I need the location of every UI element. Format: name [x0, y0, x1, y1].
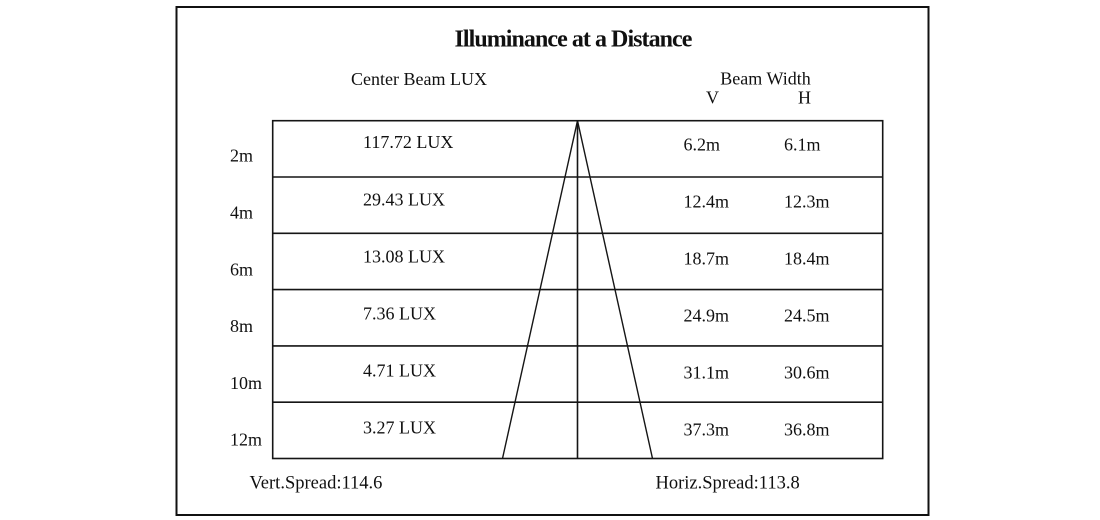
svg-text:8m: 8m [230, 316, 253, 336]
svg-text:24.5m: 24.5m [784, 306, 830, 326]
svg-text:36.8m: 36.8m [784, 420, 830, 440]
svg-text:4.71 LUX: 4.71 LUX [363, 361, 436, 381]
svg-text:2m: 2m [230, 146, 253, 166]
svg-text:Horiz.Spread:113.8: Horiz.Spread:113.8 [656, 474, 800, 494]
svg-text:13.08 LUX: 13.08 LUX [363, 246, 445, 266]
svg-text:6m: 6m [230, 259, 253, 279]
svg-text:H: H [798, 88, 811, 108]
svg-text:6.1m: 6.1m [784, 135, 821, 155]
svg-text:V: V [706, 88, 719, 108]
svg-text:Vert.Spread:114.6: Vert.Spread:114.6 [250, 474, 383, 494]
svg-text:37.3m: 37.3m [684, 420, 730, 440]
svg-text:12.4m: 12.4m [684, 192, 730, 212]
svg-text:6.2m: 6.2m [684, 135, 721, 155]
svg-text:3.27 LUX: 3.27 LUX [363, 418, 436, 438]
svg-text:30.6m: 30.6m [784, 363, 830, 383]
svg-text:12.3m: 12.3m [784, 192, 830, 212]
svg-text:24.9m: 24.9m [684, 306, 730, 326]
svg-text:7.36 LUX: 7.36 LUX [363, 304, 436, 324]
svg-text:31.1m: 31.1m [684, 363, 730, 383]
svg-text:Illuminance at a Distance: Illuminance at a Distance [455, 27, 693, 53]
svg-text:18.7m: 18.7m [684, 249, 730, 269]
svg-text:4m: 4m [230, 203, 253, 223]
svg-text:Beam Width: Beam Width [720, 69, 810, 89]
svg-text:12m: 12m [230, 430, 262, 450]
svg-text:Center Beam LUX: Center Beam LUX [351, 69, 487, 89]
svg-text:117.72 LUX: 117.72 LUX [363, 132, 453, 152]
svg-text:18.4m: 18.4m [784, 249, 830, 269]
svg-text:10m: 10m [230, 373, 262, 393]
svg-text:29.43 LUX: 29.43 LUX [363, 189, 445, 209]
